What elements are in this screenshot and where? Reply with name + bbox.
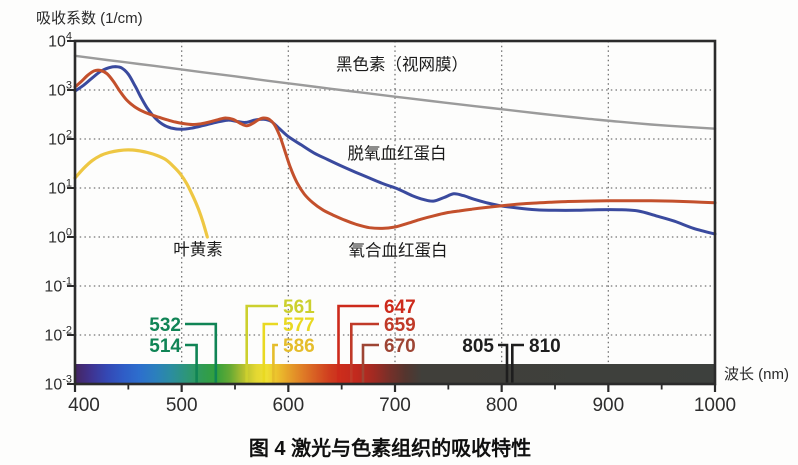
laser-label-670: 670 bbox=[384, 336, 416, 357]
x-tick-label-500: 500 bbox=[166, 395, 198, 416]
y-tick-label-10e-2: 10-2 bbox=[44, 325, 72, 345]
laser-marker-586: 586 bbox=[272, 336, 315, 383]
laser-marker-561: 561 bbox=[245, 297, 315, 383]
x-tick-label-700: 700 bbox=[379, 395, 411, 416]
x-tick-label-1000: 1000 bbox=[694, 395, 736, 416]
curve-lutein bbox=[73, 148, 209, 239]
x-axis-ticks: 400 500 600 700 800 900 1000 bbox=[68, 384, 736, 416]
laser-label-532: 532 bbox=[149, 315, 181, 336]
laser-marker-810: 810 bbox=[510, 336, 561, 383]
laser-label-805: 805 bbox=[462, 336, 494, 357]
figure-caption: 图 4 激光与色素组织的吸收特性 bbox=[249, 436, 531, 460]
y-axis-title: 吸收系数 (1/cm) bbox=[36, 10, 143, 27]
x-tick-label-900: 900 bbox=[592, 395, 624, 416]
y-tick-label-10e2: 102 bbox=[48, 129, 72, 149]
laser-label-810: 810 bbox=[529, 336, 561, 357]
y-tick-label-10e-1: 10-1 bbox=[44, 276, 72, 296]
visible-spectrum-bar bbox=[75, 364, 715, 383]
y-tick-label-10e1: 101 bbox=[48, 178, 72, 198]
curve-oxyhemoglobin bbox=[73, 68, 717, 230]
laser-label-561: 561 bbox=[283, 297, 315, 318]
y-axis-ticks: 104 103 102 101 100 10-1 10-2 10-3 bbox=[44, 31, 75, 394]
laser-marker-805: 805 bbox=[462, 336, 509, 383]
laser-label-659: 659 bbox=[384, 315, 416, 336]
laser-marker-647: 647 bbox=[337, 297, 416, 383]
curve-label-lutein: 叶黄素 bbox=[173, 240, 223, 259]
x-axis-title: 波长 (nm) bbox=[724, 366, 789, 383]
x-tick-label-400: 400 bbox=[68, 395, 100, 416]
laser-label-577: 577 bbox=[283, 315, 315, 336]
y-tick-label-10e0: 100 bbox=[48, 227, 72, 247]
x-tick-label-600: 600 bbox=[272, 395, 304, 416]
x-tick-label-800: 800 bbox=[486, 395, 518, 416]
laser-label-514: 514 bbox=[149, 336, 181, 357]
laser-marker-514: 514 bbox=[149, 336, 198, 383]
laser-marker-532: 532 bbox=[149, 315, 218, 383]
curve-label-oxyhemoglobin: 氧合血红蛋白 bbox=[349, 241, 448, 260]
curve-deoxyhemoglobin bbox=[73, 65, 717, 236]
laser-marker-659: 659 bbox=[350, 315, 416, 383]
laser-marker-577: 577 bbox=[262, 315, 315, 383]
laser-marker-670: 670 bbox=[361, 336, 416, 383]
laser-label-586: 586 bbox=[283, 336, 315, 357]
laser-label-647: 647 bbox=[384, 297, 416, 318]
curve-melanin bbox=[73, 54, 717, 130]
curve-label-deoxyhemoglobin: 脱氧血红蛋白 bbox=[348, 144, 447, 163]
y-tick-label-10e-3: 10-3 bbox=[44, 374, 72, 394]
y-tick-label-10e3: 103 bbox=[48, 80, 72, 100]
curves bbox=[73, 54, 717, 239]
y-tick-label-10e4: 104 bbox=[48, 31, 72, 51]
curve-label-melanin: 黑色素（视网膜） bbox=[336, 55, 468, 74]
